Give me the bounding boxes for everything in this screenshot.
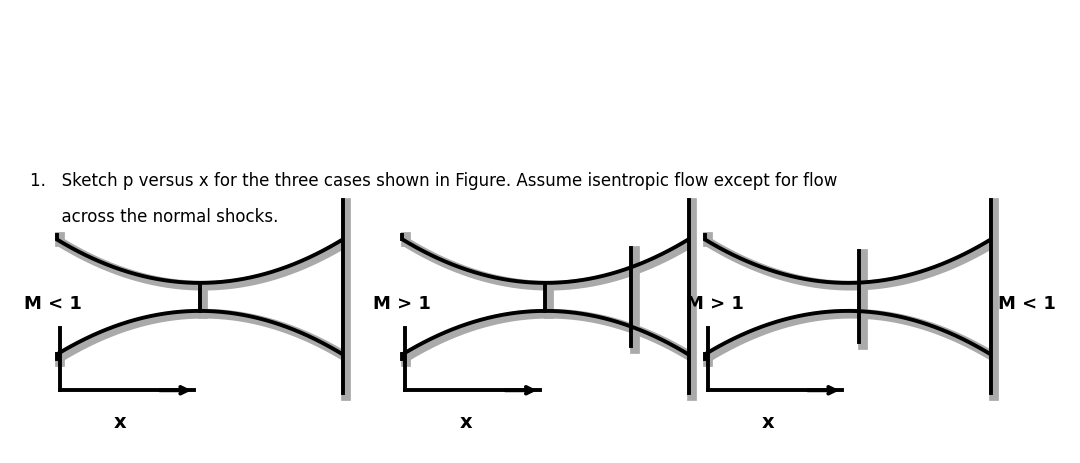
Text: across the normal shocks.: across the normal shocks. xyxy=(30,208,279,225)
Text: M < 1: M < 1 xyxy=(998,294,1056,312)
Text: x: x xyxy=(761,412,774,431)
Text: 1.   Sketch p versus x for the three cases shown in Figure. Assume isentropic fl: 1. Sketch p versus x for the three cases… xyxy=(30,172,838,190)
Text: x: x xyxy=(459,412,472,431)
Text: M > 1: M > 1 xyxy=(373,294,431,312)
Text: M > 1: M > 1 xyxy=(686,294,744,312)
Text: M < 1: M < 1 xyxy=(24,294,82,312)
Text: x: x xyxy=(113,412,126,431)
